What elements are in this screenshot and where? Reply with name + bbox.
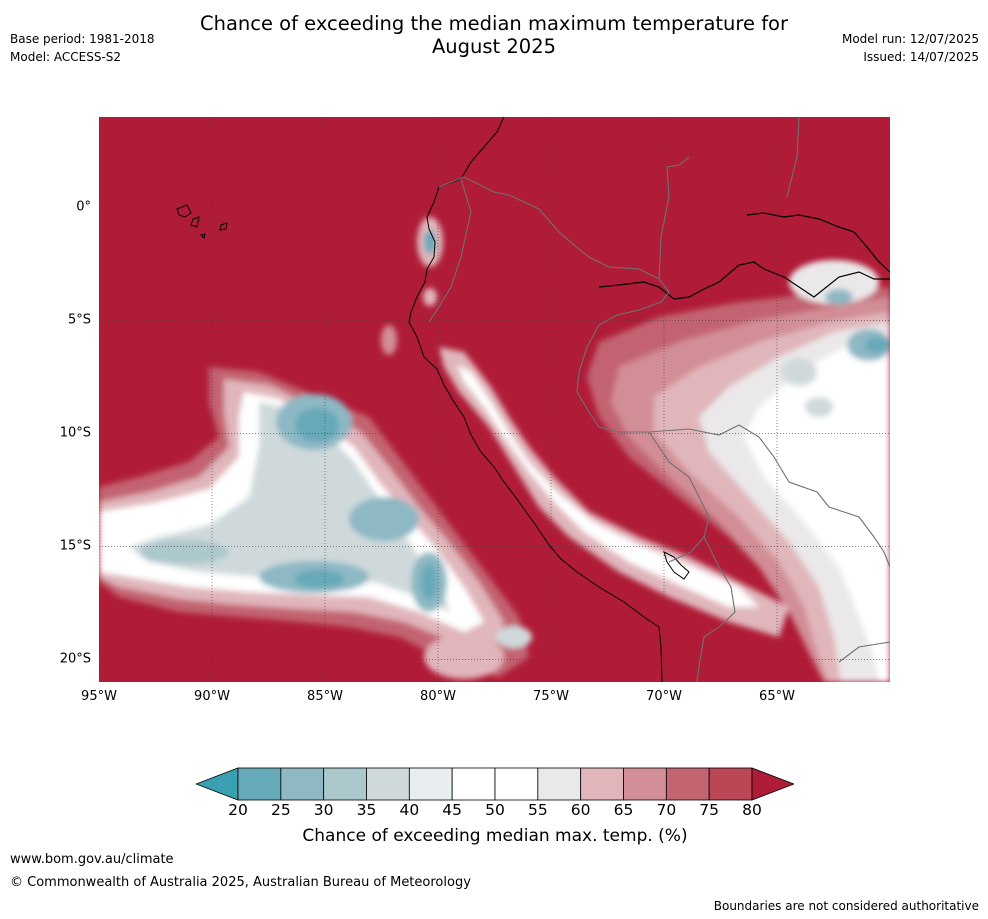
contour-ocean-small — [381, 325, 397, 355]
lon-tick-label: 90°W — [194, 689, 230, 704]
colorbar-tick-label: 70 — [656, 801, 677, 819]
amazon-coast — [598, 261, 890, 300]
model-run-text: Model run: 12/07/2025 — [841, 32, 979, 46]
metadata-right: Model run: 12/07/2025 Issued: 14/07/2025 — [842, 30, 979, 66]
probability-contours — [99, 217, 890, 682]
title-line-1: Chance of exceeding the median maximum t… — [199, 12, 789, 35]
contour-west-25a — [295, 408, 339, 442]
lon-tick-label: 80°W — [420, 689, 456, 704]
national-borders — [428, 117, 890, 682]
colorbar-tick-label: 40 — [399, 801, 420, 819]
colorbar — [194, 766, 796, 802]
colorbar-tick-label: 60 — [570, 801, 591, 819]
contour-amazon-55 — [789, 260, 879, 304]
contour-west-40b — [139, 540, 229, 564]
model-text: Model: ACCESS-S2 — [10, 50, 122, 64]
contour-andes-60 — [439, 347, 789, 637]
lat-tick-label: 15°S — [59, 538, 91, 554]
galapagos — [176, 204, 228, 239]
contour-east-40a — [781, 358, 817, 386]
contour-west-30b — [349, 497, 419, 541]
colorbar-tick-label: 55 — [527, 801, 548, 819]
south-america-coastline — [408, 117, 663, 682]
graticule — [99, 117, 890, 682]
colorbar-segment — [366, 767, 410, 801]
contour-west-25d — [421, 564, 437, 600]
lon-tick-label: 65°W — [759, 689, 795, 704]
contour-west-25b — [294, 570, 344, 588]
colorbar-graphic — [194, 767, 796, 801]
lat-tick-label: 10°S — [59, 425, 91, 441]
colorbar-segment — [708, 767, 753, 801]
lat-tick-label: 5°S — [67, 312, 91, 328]
colorbar-tick-label: 30 — [313, 801, 334, 819]
colorbar-segment — [323, 767, 367, 801]
contour-ecuador-30 — [424, 230, 436, 254]
lon-tick-label: 75°W — [533, 689, 569, 704]
contour-east-50 — [744, 332, 890, 682]
colorbar-segment — [537, 767, 582, 801]
contour-ecuador-south — [423, 288, 437, 306]
contour-east-40b — [805, 397, 833, 417]
colorbar-segment — [237, 767, 282, 801]
website-link[interactable]: www.bom.gov.au/climate — [10, 852, 174, 867]
lon-tick-label: 95°W — [81, 689, 117, 704]
colorbar-over-arrow — [751, 767, 796, 801]
colorbar-tick-label: 45 — [442, 801, 463, 819]
contour-amazon-35 — [825, 289, 853, 305]
colorbar-under-arrow — [194, 767, 239, 801]
metadata-left: Base period: 1981-2018 Model: ACCESS-S2 — [10, 30, 155, 66]
base-period-text: Base period: 1981-2018 — [10, 32, 155, 46]
colorbar-segment — [408, 767, 453, 801]
colorbar-segment — [494, 767, 539, 801]
colorbar-tick-label: 65 — [613, 801, 634, 819]
map-panel — [99, 117, 890, 682]
contour-sw-40 — [496, 626, 532, 648]
lat-tick-label: 0° — [76, 199, 91, 215]
probability-map — [99, 117, 890, 682]
map-title: Chance of exceeding the median maximum t… — [170, 12, 818, 58]
colorbar-segment — [580, 767, 624, 801]
colorbar-segment — [280, 767, 325, 801]
colorbar-label: Chance of exceeding median max. temp. (%… — [302, 826, 688, 846]
lon-tick-label: 85°W — [307, 689, 343, 704]
colorbar-tick-label: 25 — [270, 801, 291, 819]
colorbar-tick-label: 35 — [356, 801, 377, 819]
colorbar-segment — [623, 767, 667, 801]
disclaimer-text: Boundaries are not considered authoritat… — [713, 899, 979, 913]
title-line-2: August 2025 — [431, 35, 557, 58]
issued-text: Issued: 14/07/2025 — [863, 50, 979, 64]
lon-tick-label: 70°W — [646, 689, 682, 704]
north-coast — [746, 212, 890, 273]
colorbar-tick-label: 50 — [485, 801, 505, 819]
colorbar-segment — [451, 767, 496, 801]
colorbar-tick-label: 20 — [228, 801, 248, 819]
lat-tick-label: 20°S — [59, 651, 91, 667]
boundaries — [176, 117, 890, 682]
contour-east-25 — [865, 337, 889, 353]
contour-sw-60 — [424, 635, 504, 679]
lake-titicaca — [663, 551, 690, 580]
colorbar-tick-label: 75 — [699, 801, 720, 819]
colorbar-segment — [665, 767, 710, 801]
copyright-text: © Commonwealth of Australia 2025, Austra… — [10, 875, 471, 890]
colorbar-tick-label: 80 — [742, 801, 762, 819]
